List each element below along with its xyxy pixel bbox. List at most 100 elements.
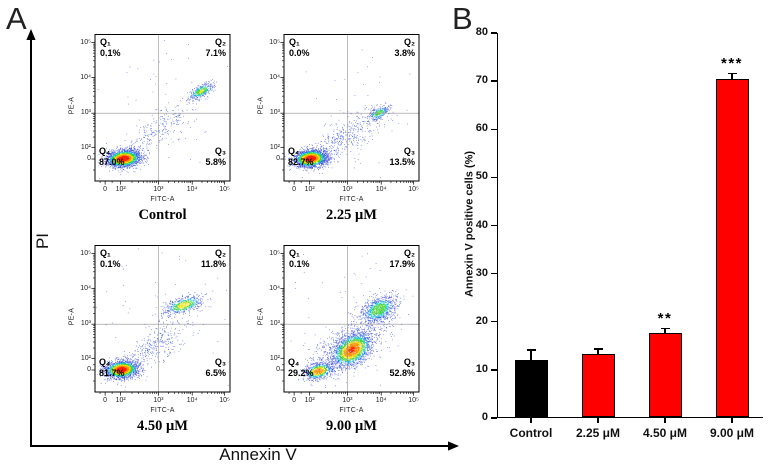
flow-pe-a-axis-label: PE-A (68, 96, 76, 115)
quadrant-q2-label: Q₂ (215, 37, 226, 47)
flow-y-tick-label: 10³ (269, 320, 280, 328)
quadrant-q1-label: Q₁ (289, 37, 300, 47)
flow-plot-3: Q₁ 0.1% Q₂ 11.8% Q₃ 6.5% Q₄ 81.7% 0 10² 10³ 10⁴ 10⁵ 0… (69, 245, 232, 434)
quadrant-q2-label: Q₂ (215, 248, 226, 258)
flow-x-tick-label: 10⁵ (219, 186, 230, 193)
panel-b-label: B (452, 1, 473, 36)
bar-chart-plot-area: 0 10 20 30 40 50 60 70 80 Control 2.25 μM ** 4.50 μM… (476, 26, 763, 440)
flow-y-tick-label: 10⁴ (269, 284, 280, 292)
flow-fitc-a-axis-label: FITC-A (150, 196, 175, 203)
bar-y-tick (491, 32, 497, 34)
flow-x-tick-label: 10⁴ (186, 186, 198, 193)
bar-y-tick-label: 70 (475, 74, 488, 87)
panel-a-label: A (6, 1, 27, 36)
flow-plot-4: Q₁ 0.1% Q₂ 17.9% Q₃ 52.8% Q₄ 29.2% 0 10² 10³ 10⁴ 10⁵… (258, 245, 421, 434)
bar-2-25-m (581, 354, 615, 417)
flow-scatter-canvas (275, 34, 421, 189)
flow-y-tick-label: 10² (269, 354, 280, 362)
flow-y-tick-label: 10³ (80, 109, 91, 117)
flow-x-tick-label: 10³ (153, 186, 164, 193)
pi-axis-arrowhead-icon (26, 29, 36, 40)
flow-y-tick-label: 0 (87, 155, 91, 163)
flow-y-tick-label: 10³ (80, 320, 91, 328)
bar-y-tick (491, 80, 497, 82)
quadrant-q3-label: Q₃ (403, 357, 415, 367)
quadrant-q2-value: 11.8% (200, 259, 226, 269)
bar-y-tick-label: 40 (475, 218, 488, 231)
flow-x-tick-label: 10³ (342, 186, 353, 193)
bar-chart: Annexin V positive cells (%) 0 10 20 30 40 50… (464, 26, 763, 440)
quadrant-q4-label: Q₄ (288, 357, 300, 367)
quadrant-q2-label: Q₂ (404, 248, 415, 258)
flow-x-tick-label: 10² (304, 186, 315, 193)
pi-annexin-axes-arrows (26, 29, 459, 451)
bar-x-tick (597, 418, 599, 423)
flow-y-tick-label: 10² (80, 354, 91, 362)
flow-x-tick-label: 10⁵ (408, 397, 419, 404)
error-bar (597, 349, 599, 356)
flow-x-tick-label: 10⁵ (408, 186, 419, 193)
bar-x-tick (731, 418, 733, 423)
bar-x-tick-label: 4.50 μM (642, 426, 688, 440)
flow-x-tick-label: 10² (304, 397, 315, 404)
flow-x-tick-label: 10² (115, 397, 126, 404)
flow-x-tick-label: 10⁴ (375, 186, 387, 193)
error-bar (664, 329, 666, 335)
flow-x-tick-label: 10⁵ (219, 397, 230, 404)
bar-y-tick-label: 0 (481, 411, 488, 423)
bar-x-tick (530, 418, 532, 423)
flow-fitc-a-axis-label: FITC-A (150, 407, 175, 414)
bar-y-tick-label: 50 (475, 170, 488, 183)
bar-control (514, 359, 548, 417)
quadrant-q4-value: 29.2% (288, 368, 314, 378)
bar-4-50-m (648, 333, 682, 417)
bar-y-tick (491, 417, 497, 419)
quadrant-q2-value: 3.8% (394, 48, 415, 58)
quadrant-q1-value: 0.0% (289, 48, 310, 58)
quadrant-q4-label: Q₄ (288, 146, 300, 156)
bar-x-tick (664, 418, 666, 423)
pi-axis-label: PI (33, 232, 52, 250)
flow-x-tick-label: 0 (103, 186, 108, 193)
annexin-v-axis-label: Annexin V (219, 445, 297, 464)
flow-plot-title: 2.25 μM (326, 207, 377, 223)
flow-x-tick-label: 0 (103, 397, 108, 404)
flow-x-tick-label: 10⁴ (186, 397, 198, 404)
significance-marker: *** (720, 54, 743, 72)
flow-y-tick-label: 10³ (269, 109, 280, 117)
flow-scatter-canvas (86, 245, 232, 400)
quadrant-q2-value: 7.1% (205, 48, 226, 58)
flow-y-tick-label: 10² (269, 143, 280, 151)
bar-y-tick (491, 272, 497, 275)
bar-y-tick-label: 80 (475, 26, 488, 38)
flow-x-tick-label: 0 (292, 397, 297, 404)
flow-pe-a-axis-label: PE-A (68, 307, 76, 326)
quadrant-q3-value: 52.8% (389, 368, 415, 378)
flow-y-tick-label: 10⁴ (269, 73, 280, 81)
flow-plot-title: 4.50 μM (137, 418, 188, 434)
quadrant-q3-label: Q₃ (214, 146, 226, 156)
quadrant-q3-value: 5.8% (205, 157, 226, 167)
error-bar-cap (526, 349, 536, 351)
flow-fitc-a-axis-label: FITC-A (339, 196, 364, 203)
flow-plot-2: Q₁ 0.0% Q₂ 3.8% Q₃ 13.5% Q₄ 82.7% 0 10² 10³ 10⁴ 10⁵ 0… (258, 34, 421, 223)
quadrant-q4-value: 87.0% (99, 157, 125, 167)
flow-scatter-canvas (86, 34, 232, 189)
flow-x-tick-label: 10³ (342, 397, 353, 404)
flow-y-tick-label: 10⁴ (80, 284, 91, 292)
flow-scatter-canvas (275, 245, 421, 400)
quadrant-q1-value: 0.1% (289, 259, 310, 269)
bar-x-tick-label: Control (509, 426, 553, 440)
flow-y-tick-label: 10⁵ (80, 249, 91, 257)
flow-y-tick-label: 0 (276, 366, 280, 374)
quadrant-q3-value: 13.5% (389, 157, 415, 167)
flow-plot-title: 9.00 μM (326, 418, 377, 434)
error-bar (530, 350, 532, 361)
flow-x-tick-label: 10³ (153, 397, 164, 404)
error-bar (731, 73, 733, 81)
flow-pe-a-axis-label: PE-A (257, 307, 265, 326)
quadrant-q3-label: Q₃ (403, 146, 415, 156)
flow-x-tick-label: 10⁴ (375, 397, 387, 404)
flow-x-tick-label: 10² (115, 186, 126, 193)
